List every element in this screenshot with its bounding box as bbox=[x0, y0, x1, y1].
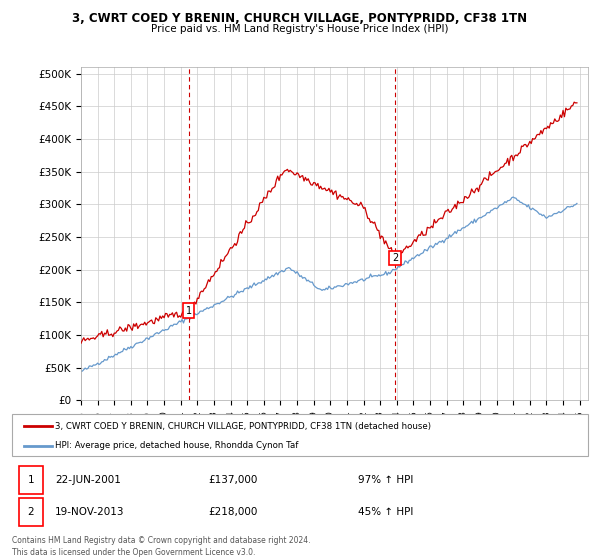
Text: 3, CWRT COED Y BRENIN, CHURCH VILLAGE, PONTYPRIDD, CF38 1TN (detached house): 3, CWRT COED Y BRENIN, CHURCH VILLAGE, P… bbox=[55, 422, 431, 431]
Text: 3, CWRT COED Y BRENIN, CHURCH VILLAGE, PONTYPRIDD, CF38 1TN: 3, CWRT COED Y BRENIN, CHURCH VILLAGE, P… bbox=[73, 12, 527, 25]
Text: £137,000: £137,000 bbox=[208, 475, 257, 485]
Text: This data is licensed under the Open Government Licence v3.0.: This data is licensed under the Open Gov… bbox=[12, 548, 256, 557]
Text: Contains HM Land Registry data © Crown copyright and database right 2024.: Contains HM Land Registry data © Crown c… bbox=[12, 536, 311, 545]
FancyBboxPatch shape bbox=[19, 466, 43, 494]
Text: £218,000: £218,000 bbox=[208, 507, 257, 517]
Text: 2: 2 bbox=[28, 507, 34, 517]
Text: 2: 2 bbox=[392, 253, 398, 263]
Text: 1: 1 bbox=[185, 306, 191, 316]
Text: 97% ↑ HPI: 97% ↑ HPI bbox=[358, 475, 413, 485]
Text: 1: 1 bbox=[28, 475, 34, 485]
Text: 22-JUN-2001: 22-JUN-2001 bbox=[55, 475, 121, 485]
Text: HPI: Average price, detached house, Rhondda Cynon Taf: HPI: Average price, detached house, Rhon… bbox=[55, 441, 299, 450]
Text: 45% ↑ HPI: 45% ↑ HPI bbox=[358, 507, 413, 517]
FancyBboxPatch shape bbox=[19, 498, 43, 526]
Text: Price paid vs. HM Land Registry's House Price Index (HPI): Price paid vs. HM Land Registry's House … bbox=[151, 24, 449, 34]
FancyBboxPatch shape bbox=[12, 414, 588, 456]
Text: 19-NOV-2013: 19-NOV-2013 bbox=[55, 507, 125, 517]
